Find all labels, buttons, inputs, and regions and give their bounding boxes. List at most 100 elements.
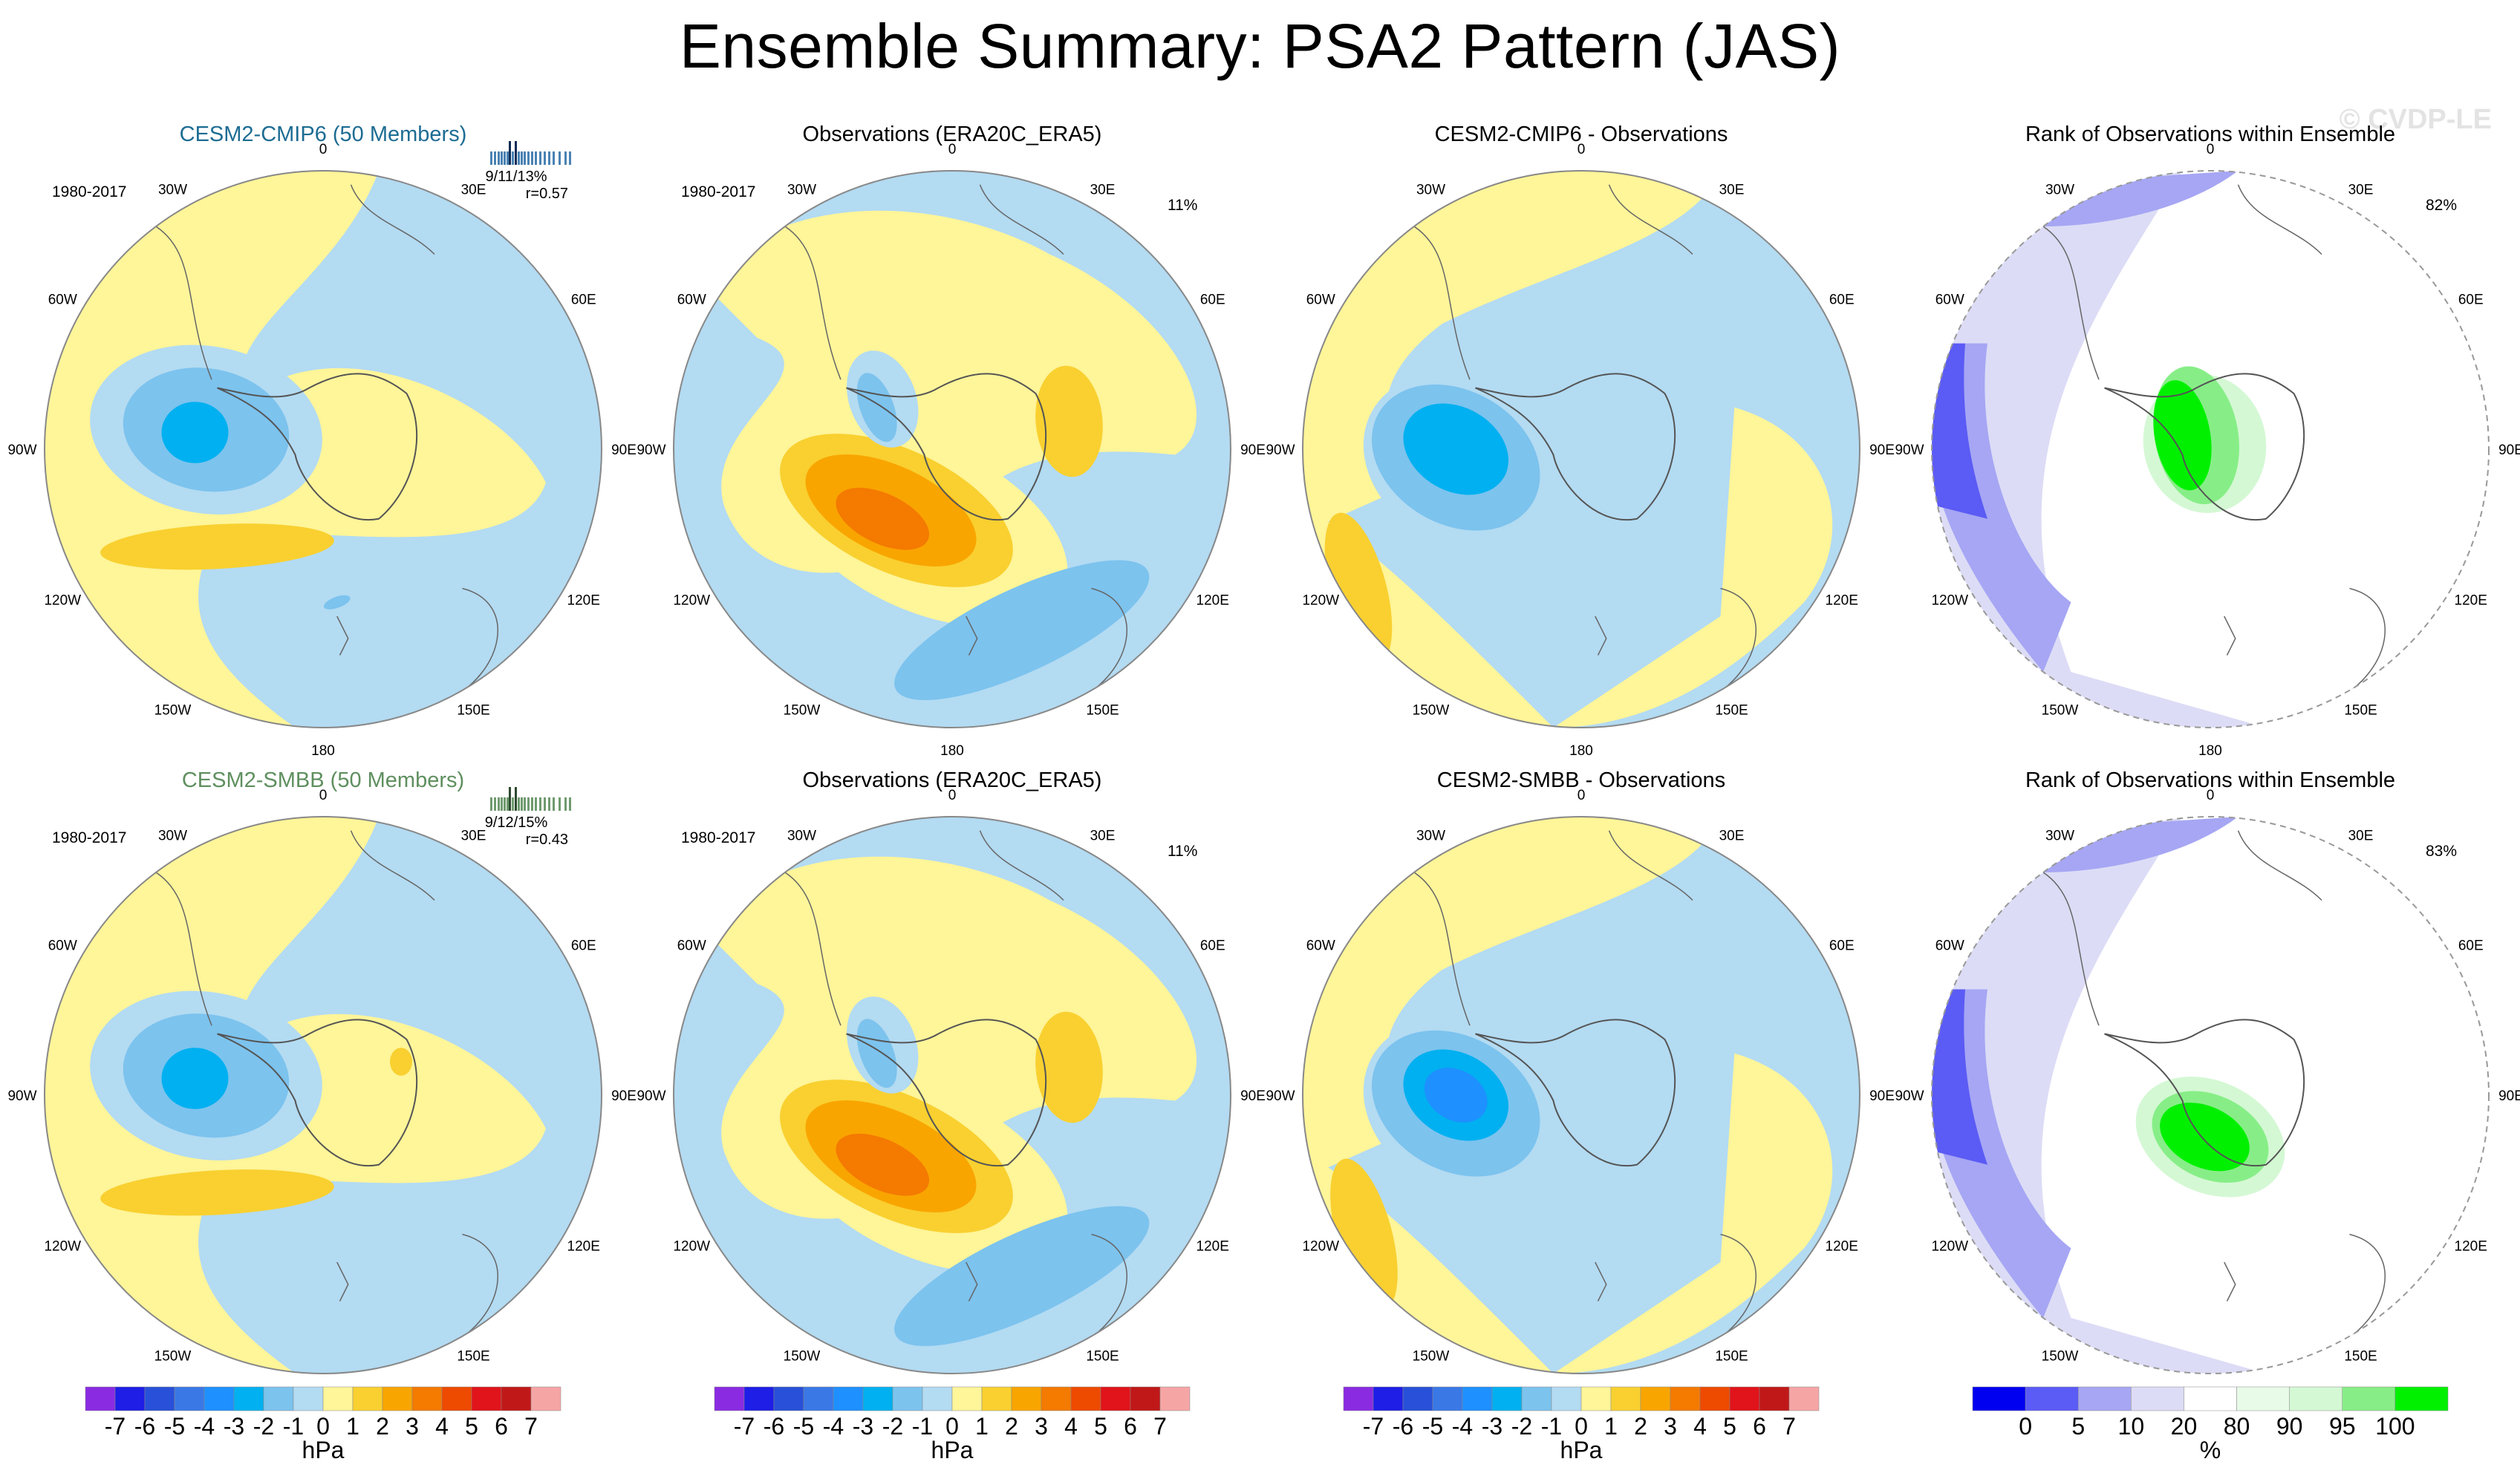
colorbar-swatch bbox=[1580, 1386, 1612, 1411]
colorbar-tick-label: -3 bbox=[1482, 1413, 1502, 1440]
ensemble-member-tick bbox=[494, 151, 496, 165]
ensemble-member-tick bbox=[531, 797, 533, 811]
colorbar-tick-label: 1 bbox=[975, 1413, 989, 1440]
colorbar-swatch bbox=[174, 1386, 205, 1411]
longitude-label: 150E bbox=[457, 1349, 489, 1365]
map-field bbox=[1932, 171, 2489, 728]
longitude-label: 90E bbox=[1240, 1088, 1266, 1104]
map-field bbox=[1303, 817, 1860, 1374]
longitude-label: 120E bbox=[567, 1239, 600, 1255]
map-field bbox=[45, 171, 602, 728]
colorbar-tick-label: 3 bbox=[1035, 1413, 1048, 1440]
ensemble-member-tick bbox=[569, 151, 571, 165]
map-field bbox=[1932, 817, 2489, 1374]
longitude-label: 180 bbox=[2198, 743, 2222, 759]
colorbar-tick-label: 80 bbox=[2224, 1413, 2250, 1440]
colorbar-tick-label: 7 bbox=[524, 1413, 538, 1440]
positive-anomaly-east bbox=[1553, 407, 1833, 728]
ensemble-member-tick bbox=[569, 797, 571, 811]
colorbar-tick-label: -7 bbox=[734, 1413, 755, 1440]
colorbar-tick-label: 100 bbox=[2375, 1413, 2415, 1440]
longitude-label: 60E bbox=[571, 293, 596, 308]
ensemble-member-tick bbox=[512, 797, 514, 811]
rank-100-region bbox=[2153, 380, 2212, 491]
colorbar-swatch bbox=[951, 1386, 983, 1411]
colorbar-swatch bbox=[2342, 1386, 2396, 1411]
colorbar-swatch bbox=[1432, 1386, 1463, 1411]
figure-title: Ensemble Summary: PSA2 Pattern (JAS) bbox=[679, 11, 1841, 81]
map-boundary bbox=[1302, 170, 1860, 728]
longitude-label: 120E bbox=[1826, 1239, 1858, 1255]
colorbar-tick-label: 2 bbox=[1634, 1413, 1647, 1440]
panel-title: Rank of Observations within Ensemble bbox=[2025, 123, 2396, 146]
panel-title: CESM2-SMBB (50 Members) bbox=[181, 768, 465, 792]
negative-anomaly-small bbox=[323, 595, 351, 610]
colorbar-swatch bbox=[1610, 1386, 1641, 1411]
longitude-label: 0 bbox=[1578, 142, 1586, 157]
ensemble-member-tick bbox=[535, 797, 537, 811]
longitude-label: 120E bbox=[2455, 1239, 2487, 1255]
longitude-label: 60E bbox=[1200, 293, 1225, 308]
colorbar-swatch bbox=[1100, 1386, 1131, 1411]
south-america-coastline bbox=[155, 226, 212, 380]
longitude-label: 30W bbox=[787, 828, 816, 843]
ensemble-member-tick bbox=[498, 797, 500, 811]
longitude-label: 60E bbox=[1829, 293, 1855, 308]
colorbar-swatch bbox=[1640, 1386, 1671, 1411]
longitude-label: 0 bbox=[2207, 788, 2215, 803]
antarctica-coastline bbox=[2104, 1019, 2305, 1167]
colorbar-swatch bbox=[501, 1386, 532, 1411]
longitude-label: 30W bbox=[787, 182, 816, 197]
longitude-label: 90E bbox=[2498, 443, 2520, 458]
longitude-label: 0 bbox=[1578, 788, 1586, 803]
colorbar-swatch bbox=[2184, 1386, 2237, 1411]
colorbar-swatch bbox=[2236, 1386, 2290, 1411]
longitude-label: 90E bbox=[611, 443, 636, 458]
longitude-label: 150W bbox=[2042, 703, 2079, 719]
longitude-label: 90W bbox=[7, 1088, 36, 1104]
longitude-label: 30W bbox=[1416, 828, 1445, 843]
colorbar-swatch bbox=[352, 1386, 383, 1411]
colorbar-tick-label: -6 bbox=[1393, 1413, 1413, 1440]
longitude-label: 30E bbox=[1090, 828, 1116, 843]
longitude-label: 90W bbox=[1266, 443, 1295, 458]
colorbar-swatch bbox=[85, 1386, 116, 1411]
longitude-label: 90E bbox=[1869, 1088, 1895, 1104]
map-boundary bbox=[1302, 816, 1860, 1374]
longitude-label: 30E bbox=[2348, 182, 2374, 197]
colorbar-tick-label: 1 bbox=[346, 1413, 359, 1440]
ensemble-member-tick bbox=[539, 797, 541, 811]
longitude-label: 30W bbox=[158, 828, 187, 843]
ensemble-member-tick bbox=[544, 797, 546, 811]
longitude-label: 120E bbox=[2455, 593, 2487, 609]
longitude-label: 180 bbox=[940, 743, 964, 759]
longitude-label: 150W bbox=[2042, 1349, 2079, 1365]
map-boundary bbox=[1931, 170, 2490, 728]
ensemble-member-tick bbox=[490, 151, 492, 165]
ensemble-member-tick bbox=[527, 797, 530, 811]
africa-coastline bbox=[350, 184, 435, 255]
rank-100-region bbox=[2160, 1103, 2250, 1172]
positive-anomaly-core bbox=[836, 1133, 930, 1196]
ensemble-member-tick bbox=[501, 797, 503, 811]
colorbar-tick-label: -3 bbox=[853, 1413, 873, 1440]
longitude-label: 90W bbox=[1266, 1088, 1295, 1104]
longitude-label: 90E bbox=[2498, 1088, 2520, 1104]
ensemble-member-tick bbox=[564, 797, 567, 811]
colorbar-swatch bbox=[2131, 1386, 2184, 1411]
new-zealand-coastline bbox=[966, 615, 978, 656]
colorbar-swatch bbox=[471, 1386, 502, 1411]
colorbar-tick-label: 5 bbox=[1723, 1413, 1736, 1440]
longitude-label: 0 bbox=[948, 788, 957, 803]
longitude-label: 60W bbox=[677, 293, 706, 308]
colorbar-tick-label: 6 bbox=[1753, 1413, 1766, 1440]
colorbar-swatch bbox=[743, 1386, 775, 1411]
colorbar-tick-label: 95 bbox=[2329, 1413, 2356, 1440]
south-america-coastline bbox=[2042, 872, 2100, 1026]
longitude-label: 120E bbox=[1826, 593, 1858, 609]
colorbar-swatch bbox=[833, 1386, 864, 1411]
